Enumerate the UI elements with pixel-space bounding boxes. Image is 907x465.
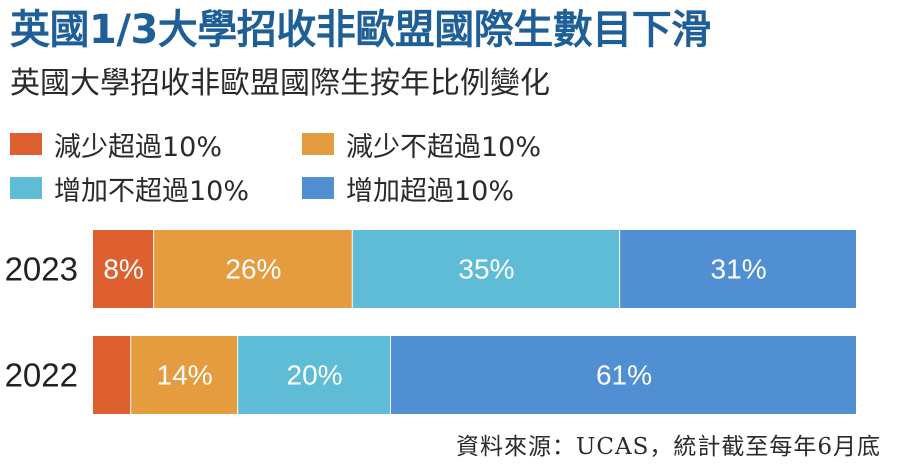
- bar-segment: [131, 336, 238, 414]
- data-label: 35%: [458, 254, 514, 285]
- data-label: 31%: [711, 254, 767, 285]
- data-label: 61%: [596, 360, 652, 391]
- legend-swatch: [302, 177, 334, 199]
- chart-title: 英國1/3大學招收非歐盟國際生數目下滑: [10, 7, 711, 53]
- bar-segment: [93, 336, 131, 414]
- stacked-bar-chart: 2023 8% 26% 35% 31% 2022 14% 20% 61%: [5, 230, 856, 414]
- legend-item-decrease-over-10: 減少超過10%: [10, 126, 223, 163]
- legend-item-decrease-within-10: 減少不超過10%: [302, 126, 542, 163]
- data-label: 8%: [103, 254, 143, 285]
- chart-subtitle: 英國大學招收非歐盟國際生按年比例變化: [10, 66, 550, 101]
- data-label: 20%: [287, 360, 343, 391]
- legend-label: 增加超過10%: [346, 175, 515, 207]
- category-label: 2022: [5, 357, 78, 394]
- legend-label: 減少不超過10%: [346, 131, 542, 163]
- data-label: 14%: [157, 360, 213, 391]
- legend: 減少超過10% 減少不超過10% 增加不超過10% 增加超過10%: [10, 126, 650, 210]
- bar-segment: [238, 336, 390, 414]
- legend-swatch: [10, 133, 42, 155]
- legend-item-increase-over-10: 增加超過10%: [302, 170, 515, 207]
- legend-item-increase-within-10: 增加不超過10%: [10, 170, 250, 207]
- bar-segment: [154, 230, 352, 308]
- legend-label: 減少超過10%: [54, 131, 223, 163]
- source-note: 資料來源：UCAS，統計截至每年6月底: [456, 434, 881, 460]
- legend-swatch: [302, 133, 334, 155]
- bar-segment: [93, 230, 154, 308]
- bar-segment: [352, 230, 620, 308]
- category-label: 2023: [5, 251, 78, 288]
- data-label: 26%: [225, 254, 281, 285]
- legend-swatch: [10, 177, 42, 199]
- bar-segment: [390, 336, 856, 414]
- legend-label: 增加不超過10%: [54, 175, 250, 207]
- bar-segment: [620, 230, 856, 308]
